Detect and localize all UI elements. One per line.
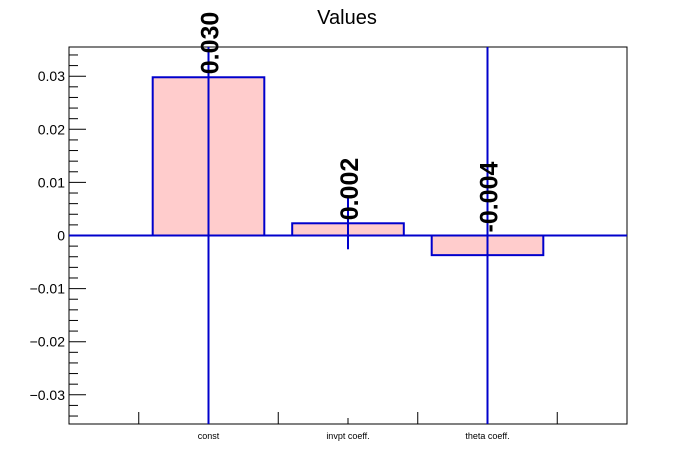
data-label: 0.030 — [197, 12, 225, 75]
y-tick-label: 0.02 — [38, 121, 65, 137]
y-tick-label: 0.01 — [38, 174, 65, 190]
data-label: -0.004 — [476, 162, 504, 233]
x-tick-label: invpt coeff. — [326, 431, 369, 441]
y-tick-label: 0 — [57, 228, 65, 244]
y-tick-label: 0.03 — [38, 68, 65, 84]
chart-title: Values — [317, 7, 377, 29]
data-label: 0.002 — [336, 158, 364, 221]
x-tick-label: const — [198, 431, 220, 441]
y-tick-label: −0.02 — [30, 334, 66, 350]
plot-area: −0.03 −0.02 −0.01 0 0.01 0.02 0.03 0.030 0.002 -0… — [30, 12, 628, 441]
x-tick-label: theta coeff. — [465, 431, 509, 441]
y-tick-label: −0.03 — [30, 387, 66, 403]
y-tick-label: −0.01 — [30, 281, 66, 297]
